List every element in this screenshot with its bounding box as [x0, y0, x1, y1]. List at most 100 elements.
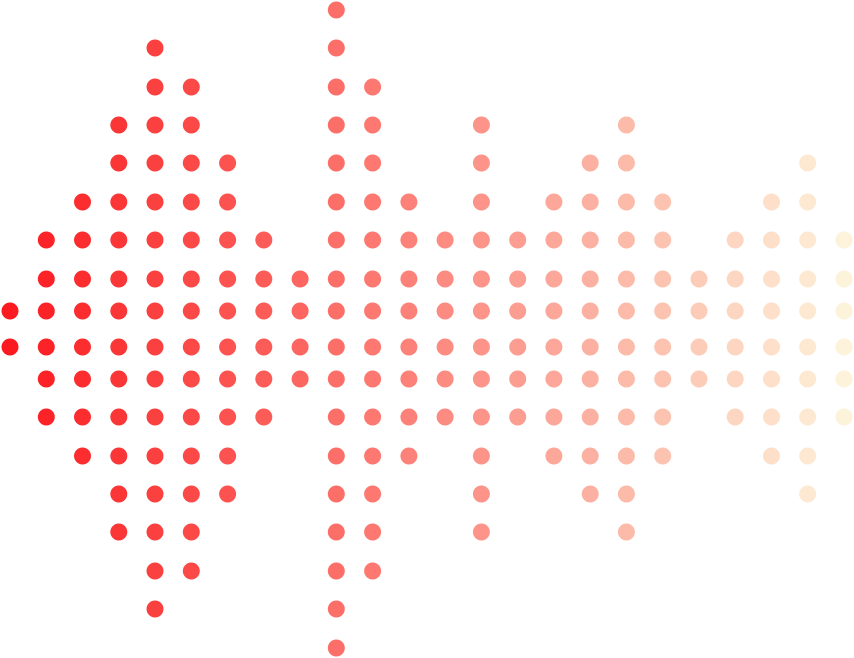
waveform-dot — [146, 270, 164, 288]
waveform-dot — [690, 302, 708, 320]
waveform-dot — [726, 338, 744, 356]
waveform-dot — [509, 302, 527, 320]
waveform-dot — [617, 370, 635, 388]
waveform-dot — [182, 562, 200, 580]
waveform-dot — [255, 408, 273, 426]
waveform-dot — [472, 408, 490, 426]
waveform-dot — [182, 338, 200, 356]
waveform-dot — [581, 338, 599, 356]
waveform-dot — [74, 231, 91, 249]
waveform-dot — [472, 447, 490, 465]
waveform-dot — [581, 485, 599, 503]
waveform-dot — [654, 370, 672, 388]
waveform-dot — [327, 302, 345, 320]
waveform-dot — [364, 370, 382, 388]
waveform-dot — [617, 338, 635, 356]
waveform-dot — [146, 408, 164, 426]
waveform-dot — [545, 193, 563, 211]
waveform-dot — [219, 231, 237, 249]
waveform-dot — [364, 154, 382, 172]
waveform-dot — [726, 270, 744, 288]
waveform-dot — [110, 338, 128, 356]
waveform-dot — [327, 600, 345, 618]
waveform-dot — [799, 154, 817, 172]
waveform-dot — [1, 338, 19, 356]
waveform-dot — [799, 338, 817, 356]
waveform-dot — [182, 408, 200, 426]
waveform-dot — [472, 370, 490, 388]
waveform-dot — [146, 193, 164, 211]
waveform-dot — [472, 338, 490, 356]
waveform-dot — [255, 370, 273, 388]
waveform-dot — [364, 231, 382, 249]
waveform-dot — [763, 338, 780, 356]
waveform-dot — [835, 408, 853, 426]
waveform-dot — [763, 231, 780, 249]
waveform-dot — [255, 231, 273, 249]
waveform-dot — [327, 39, 345, 57]
waveform-dot — [146, 302, 164, 320]
waveform-dot — [545, 231, 563, 249]
waveform-dot — [581, 154, 599, 172]
waveform-dot — [581, 231, 599, 249]
waveform-dot — [182, 485, 200, 503]
waveform-dot — [255, 270, 273, 288]
waveform-dot — [545, 447, 563, 465]
waveform-dot — [182, 270, 200, 288]
waveform-dot — [146, 116, 164, 134]
waveform-dot — [110, 408, 128, 426]
waveform-dot — [364, 408, 382, 426]
waveform-dot — [726, 302, 744, 320]
waveform-dot — [581, 370, 599, 388]
waveform-dot — [74, 270, 91, 288]
waveform-dot — [654, 231, 672, 249]
waveform-dot — [763, 193, 780, 211]
waveform-dot — [545, 370, 563, 388]
waveform-dot — [74, 447, 91, 465]
waveform-dot — [617, 408, 635, 426]
waveform-dot — [799, 370, 817, 388]
waveform-dot — [327, 338, 345, 356]
waveform-dot — [545, 338, 563, 356]
waveform-dot — [219, 338, 237, 356]
waveform-dot — [472, 116, 490, 134]
waveform-dot — [726, 408, 744, 426]
waveform-dot — [37, 231, 55, 249]
waveform-dot — [291, 338, 309, 356]
waveform-dot — [364, 338, 382, 356]
waveform-dot — [74, 193, 91, 211]
waveform-dot — [799, 231, 817, 249]
waveform-dot — [110, 302, 128, 320]
waveform-dot — [799, 447, 817, 465]
waveform-dot — [110, 193, 128, 211]
waveform-dot — [726, 370, 744, 388]
waveform-dot — [110, 370, 128, 388]
waveform-dot — [146, 370, 164, 388]
waveform-dot — [255, 338, 273, 356]
waveform-dot — [799, 270, 817, 288]
waveform-dot — [690, 338, 708, 356]
waveform-dot — [182, 231, 200, 249]
waveform-dot — [219, 485, 237, 503]
waveform-dot — [327, 639, 345, 657]
waveform-dot — [799, 193, 817, 211]
waveform-dot — [327, 116, 345, 134]
waveform-dot — [364, 447, 382, 465]
waveform-dot — [763, 447, 780, 465]
waveform-dot — [436, 338, 454, 356]
waveform-dot — [509, 270, 527, 288]
waveform-dot — [509, 231, 527, 249]
waveform-dot — [37, 338, 55, 356]
waveform-dot — [436, 302, 454, 320]
waveform-dot — [327, 485, 345, 503]
waveform-dot — [37, 370, 55, 388]
waveform-dot — [110, 154, 128, 172]
waveform-dot — [509, 408, 527, 426]
waveform-dot — [74, 408, 91, 426]
waveform-dot — [472, 485, 490, 503]
waveform-dot — [835, 231, 853, 249]
waveform-dot — [799, 302, 817, 320]
waveform-dot — [509, 370, 527, 388]
waveform-dot — [364, 78, 382, 96]
waveform-dot — [581, 408, 599, 426]
